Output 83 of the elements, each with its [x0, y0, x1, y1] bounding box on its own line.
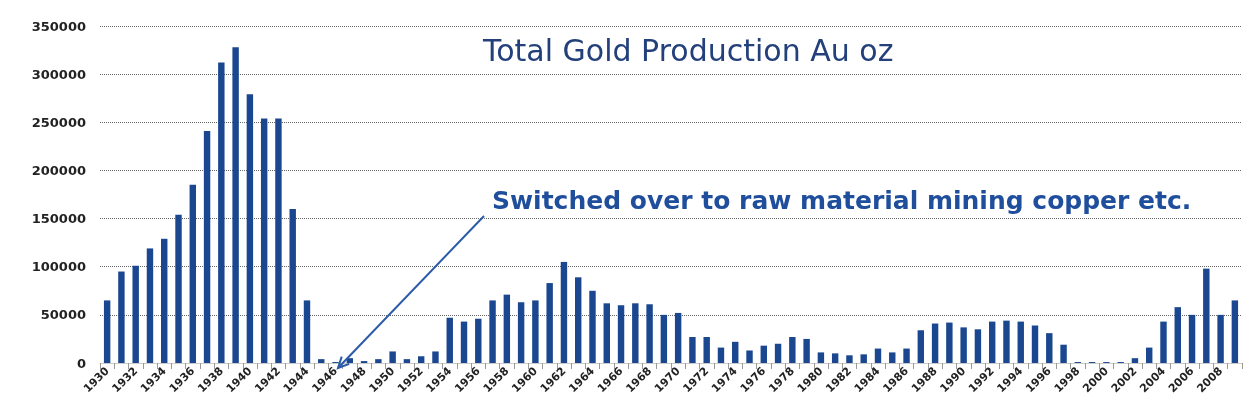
bar: [674, 312, 682, 363]
bar: [960, 327, 967, 363]
bar: [617, 305, 625, 363]
bar: [218, 62, 225, 363]
bar: [988, 321, 996, 363]
y-tick-label: 0: [76, 355, 86, 371]
bar: [546, 283, 553, 363]
bar: [689, 337, 696, 363]
y-tick-label: 350000: [31, 18, 86, 34]
bar: [846, 355, 853, 363]
bar: [417, 356, 425, 363]
y-tick-label: 50000: [40, 307, 86, 323]
bar: [1131, 358, 1139, 363]
bar: [375, 359, 382, 363]
bar: [1231, 300, 1239, 363]
bar: [974, 329, 982, 363]
y-tick-label: 100000: [31, 259, 86, 275]
bar: [503, 294, 511, 363]
bar: [132, 265, 139, 363]
annotation: Switched over to raw material mining copper etc.: [492, 186, 1192, 215]
bar: [1160, 321, 1167, 363]
bar: [318, 359, 325, 363]
bar: [389, 351, 396, 363]
bar: [660, 314, 668, 363]
bar: [1017, 321, 1024, 363]
bar: [632, 303, 639, 363]
bar: [161, 238, 168, 363]
y-tick-label: 200000: [31, 162, 86, 178]
bar: [903, 348, 910, 363]
bar: [189, 184, 196, 363]
bar: [203, 130, 211, 363]
y-tick-label: 300000: [31, 66, 86, 82]
bar: [517, 302, 525, 363]
bar: [275, 118, 282, 363]
bar: [703, 337, 710, 363]
bar: [946, 322, 953, 363]
bar: [717, 347, 725, 363]
bar: [917, 330, 925, 363]
y-tick-label: 150000: [31, 211, 86, 227]
bar: [1046, 333, 1053, 363]
bar: [1031, 325, 1039, 363]
bar: [860, 354, 867, 363]
chart-title: Total Gold Production Au oz: [482, 32, 894, 68]
bar: [303, 300, 311, 363]
bar: [646, 304, 653, 363]
bar: [1188, 314, 1196, 363]
bar: [475, 318, 482, 363]
bar: [1203, 268, 1210, 363]
bar: [1060, 344, 1067, 363]
bar: [789, 337, 796, 363]
bar: [175, 214, 182, 363]
bar: [931, 323, 939, 363]
bar: [1003, 320, 1010, 363]
bar: [260, 118, 268, 363]
bar: [746, 350, 753, 363]
bar: [460, 321, 468, 363]
bar: [732, 341, 739, 363]
y-tick-label: 250000: [31, 114, 86, 130]
bar: [432, 351, 439, 363]
bar: [874, 348, 882, 363]
bar: [1146, 347, 1153, 363]
bar: [403, 359, 411, 363]
bar: [1174, 307, 1181, 363]
bar: [532, 300, 539, 363]
bar: [831, 353, 839, 363]
bar: [760, 345, 767, 363]
bar: [774, 343, 782, 363]
bar: [246, 94, 254, 363]
bar: [446, 317, 453, 363]
bar: [889, 352, 896, 363]
bar: [817, 352, 825, 363]
bar: [1217, 314, 1224, 363]
bar: [103, 300, 111, 363]
bar: [603, 303, 610, 363]
bar: [489, 300, 496, 363]
bar: [146, 248, 154, 363]
bar: [575, 277, 582, 363]
bar: [589, 290, 596, 363]
bar: [289, 208, 296, 363]
bar: [118, 271, 125, 363]
bar: [560, 261, 568, 363]
bar: [803, 338, 810, 363]
bar: [232, 47, 239, 363]
